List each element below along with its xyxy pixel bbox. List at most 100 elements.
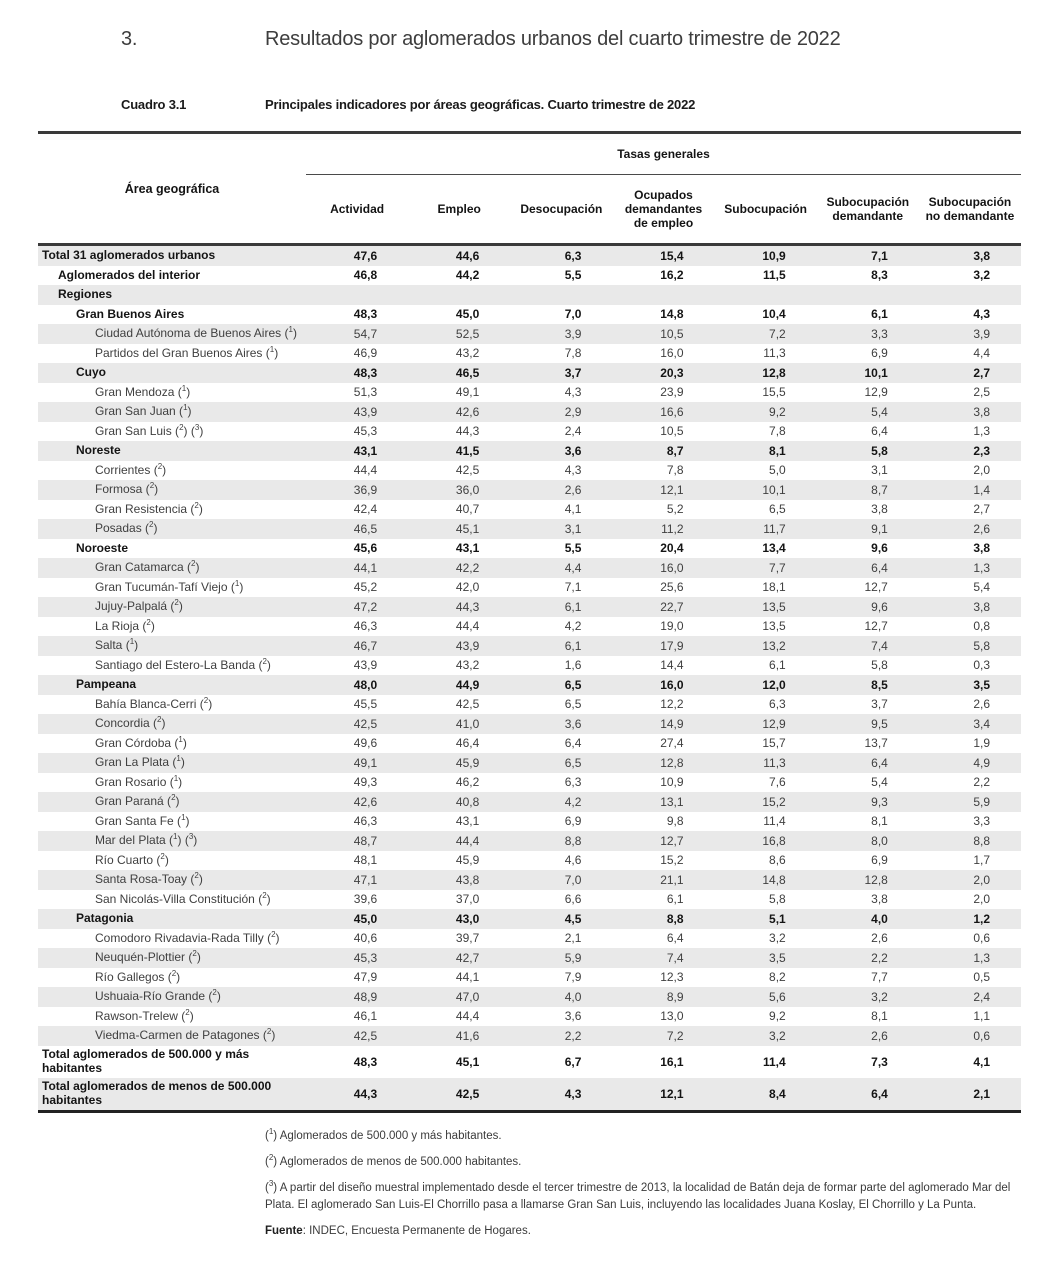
- value-cell: 7,7: [871, 970, 888, 985]
- value-cell: 44,1: [353, 560, 378, 575]
- value-cell: 7,8: [564, 346, 582, 361]
- value-cell: 13,5: [762, 599, 786, 614]
- value-cell: 6,9: [564, 814, 582, 829]
- area-label: Aglomerados del interior: [58, 267, 201, 282]
- value-cell: 45,3: [353, 950, 378, 965]
- footnote-mark: (1): [265, 1127, 278, 1142]
- value-cell: 5,6: [769, 989, 786, 1004]
- value-cell: 3,6: [564, 1009, 582, 1024]
- value-cell: 2,2: [973, 775, 990, 790]
- value-cell: 4,2: [564, 794, 582, 809]
- value-cell: 16,1: [660, 1054, 684, 1069]
- value-cell: 14,8: [762, 872, 786, 887]
- area-label: Santa Rosa-Toay (2): [95, 871, 203, 887]
- value-cell: 6,1: [564, 599, 582, 614]
- source-label: Fuente: [265, 1224, 303, 1237]
- value-cell: 1,2: [973, 911, 990, 926]
- area-label: Gran Rosario (1): [95, 773, 183, 789]
- value-cell: 3,1: [564, 521, 582, 536]
- value-cell: 13,4: [762, 541, 786, 556]
- value-cell: 12,3: [660, 970, 684, 985]
- value-cell: 39,6: [353, 892, 378, 907]
- area-label: Viedma-Carmen de Patagones (2): [95, 1027, 276, 1043]
- table-header: Área geográfica Tasas generales Activida…: [38, 131, 1021, 246]
- value-cell: 2,2: [871, 950, 888, 965]
- value-cell: 13,2: [762, 638, 786, 653]
- value-cell: 11,5: [763, 268, 786, 283]
- area-label: Gran Buenos Aires: [76, 306, 185, 321]
- value-cell: 9,1: [871, 521, 888, 536]
- value-cell: 2,7: [973, 502, 990, 517]
- value-cell: 6,3: [769, 697, 786, 712]
- value-cell: 3,3: [973, 814, 990, 829]
- area-label: Ushuaia-Río Grande (2): [95, 988, 221, 1004]
- value-cell: 1,9: [973, 736, 990, 751]
- value-cell: 6,7: [564, 1054, 582, 1069]
- indicators-table: Área geográfica Tasas generales Activida…: [38, 131, 1021, 1113]
- value-cell: 3,6: [564, 443, 582, 458]
- table-row: Regiones: [38, 285, 1021, 305]
- value-cell: 15,2: [762, 794, 786, 809]
- value-cell: 48,1: [353, 853, 378, 868]
- value-cell: 12,9: [864, 385, 888, 400]
- value-cell: 8,7: [666, 443, 684, 458]
- value-cell: 43,9: [353, 404, 378, 419]
- value-cell: 44,4: [455, 833, 480, 848]
- value-cell: 49,3: [353, 775, 378, 790]
- footnote: (1) Aglomerados de 500.000 y más habitan…: [265, 1127, 502, 1142]
- value-cell: 0,6: [973, 1028, 990, 1043]
- value-cell: 5,1: [769, 911, 786, 926]
- value-cell: 14,8: [660, 307, 684, 322]
- value-cell: 44,9: [455, 677, 480, 692]
- column-header: Subocupación no demandante: [925, 194, 1015, 223]
- value-cell: 47,6: [353, 248, 378, 263]
- value-cell: 2,9: [564, 404, 582, 419]
- value-cell: 16,0: [660, 346, 684, 361]
- value-cell: 2,1: [564, 931, 582, 946]
- value-cell: 3,8: [871, 892, 888, 907]
- value-cell: 12,7: [864, 619, 888, 634]
- value-cell: 8,7: [871, 482, 888, 497]
- table-row: Gran Rosario (1) 49,3 46,2 6,3 10,9 7,6 5,4 2,2: [38, 773, 1021, 793]
- area-label: Gran Resistencia (2): [95, 500, 203, 516]
- value-cell: 46,9: [353, 346, 378, 361]
- area-label: Posadas (2): [95, 520, 158, 536]
- source-line: Fuente: INDEC, Encuesta Permanente de Ho…: [265, 1223, 1029, 1240]
- value-cell: 2,7: [973, 365, 990, 380]
- table-row: Viedma-Carmen de Patagones (2) 42,5 41,6 2,…: [38, 1026, 1021, 1046]
- section-number: 3.: [121, 28, 138, 50]
- area-label: Salta (1): [95, 637, 139, 653]
- value-cell: 5,8: [769, 892, 786, 907]
- area-label: Río Gallegos (2): [95, 968, 181, 984]
- value-cell: 3,8: [973, 404, 990, 419]
- value-cell: 7,8: [666, 463, 684, 478]
- value-cell: 0,6: [973, 931, 990, 946]
- value-cell: 6,9: [871, 853, 888, 868]
- table-row: Salta (1) 46,7 43,9 6,1 17,9 13,2 7,4 5,8: [38, 636, 1021, 656]
- value-cell: 44,3: [455, 599, 480, 614]
- area-label: Gran La Plata (1): [95, 754, 185, 770]
- tasas-generales-header: Tasas generales: [306, 134, 1021, 175]
- value-cell: 4,1: [973, 1054, 990, 1069]
- value-cell: 15,7: [762, 736, 786, 751]
- value-cell: 3,9: [973, 326, 990, 341]
- value-cell: 5,8: [973, 638, 990, 653]
- area-geografica-header: Área geográfica: [124, 181, 220, 196]
- value-cell: 8,0: [871, 833, 888, 848]
- value-cell: 45,3: [353, 424, 378, 439]
- value-cell: 51,3: [353, 385, 378, 400]
- column-header: Subocupación demandante: [826, 194, 910, 223]
- value-cell: 10,5: [660, 424, 684, 439]
- value-cell: 12,9: [762, 716, 786, 731]
- value-cell: 11,4: [763, 1054, 786, 1069]
- area-label: Bahía Blanca-Cerri (2): [95, 695, 213, 711]
- value-cell: 3,5: [769, 950, 786, 965]
- value-cell: 7,4: [666, 950, 684, 965]
- table-row: Concordia (2) 42,5 41,0 3,6 14,9 12,9 9,5 3,4: [38, 714, 1021, 734]
- value-cell: 2,0: [973, 872, 990, 887]
- value-cell: 8,9: [666, 989, 684, 1004]
- area-label: Gran San Juan (1): [95, 403, 192, 419]
- value-cell: 8,1: [871, 1009, 888, 1024]
- table-row: Formosa (2) 36,9 36,0 2,6 12,1 10,1 8,7 1,4: [38, 480, 1021, 500]
- value-cell: 7,1: [564, 580, 582, 595]
